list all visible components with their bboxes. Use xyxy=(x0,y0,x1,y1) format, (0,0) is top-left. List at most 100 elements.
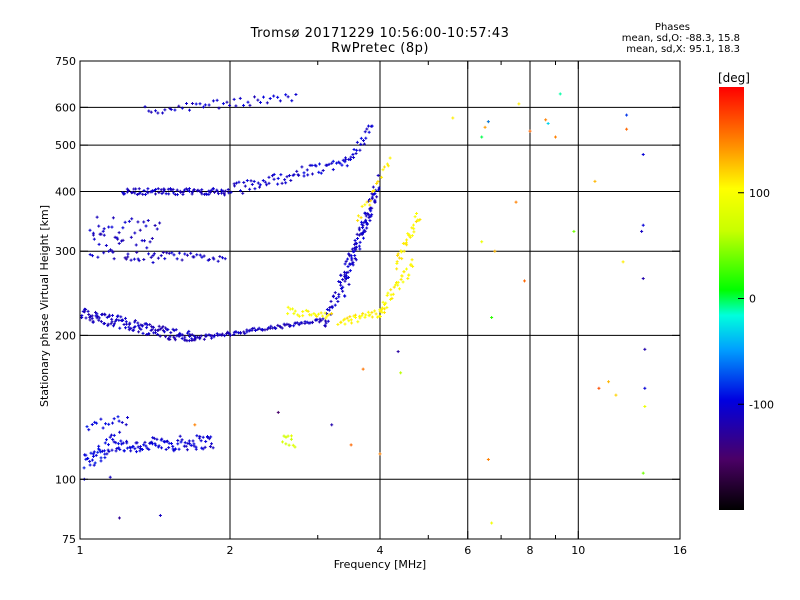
data-point xyxy=(126,255,130,259)
data-point xyxy=(353,313,357,317)
data-point xyxy=(326,319,330,323)
data-point xyxy=(209,188,213,192)
data-point xyxy=(155,437,159,441)
data-point xyxy=(195,434,199,438)
data-point xyxy=(407,273,411,277)
data-point xyxy=(205,435,209,439)
data-point xyxy=(366,212,370,216)
data-point xyxy=(392,285,396,289)
data-point xyxy=(282,434,286,438)
data-point xyxy=(544,118,548,122)
data-point xyxy=(143,193,147,197)
data-point xyxy=(119,439,123,443)
data-point xyxy=(324,316,328,320)
data-point xyxy=(161,190,165,194)
data-point xyxy=(141,331,145,335)
data-point xyxy=(382,165,386,169)
data-point xyxy=(367,199,371,203)
data-point xyxy=(352,156,356,160)
data-point xyxy=(361,224,365,228)
data-point xyxy=(306,173,310,177)
data-point xyxy=(343,279,347,283)
data-point xyxy=(136,445,140,449)
data-point xyxy=(400,257,404,261)
data-point xyxy=(319,171,323,175)
data-point xyxy=(134,450,138,454)
data-point xyxy=(220,332,224,336)
data-point xyxy=(336,322,340,326)
data-point xyxy=(173,193,177,197)
data-point xyxy=(199,439,203,443)
data-point xyxy=(324,321,328,325)
data-point xyxy=(415,211,419,215)
data-point xyxy=(160,326,164,330)
data-point xyxy=(310,320,314,324)
data-point xyxy=(177,104,181,108)
data-point xyxy=(414,220,418,224)
data-point xyxy=(183,252,187,256)
data-point xyxy=(169,442,173,446)
data-point xyxy=(124,257,128,261)
data-point xyxy=(360,222,364,226)
data-point xyxy=(187,339,191,343)
data-point xyxy=(167,192,171,196)
data-point xyxy=(103,456,107,460)
data-point xyxy=(184,338,188,342)
colorbar-ticks: 100 0 -100 xyxy=(738,187,774,411)
data-point xyxy=(216,333,220,337)
data-point xyxy=(99,459,103,463)
data-point xyxy=(386,291,390,295)
data-point xyxy=(371,185,375,189)
data-point xyxy=(111,216,115,220)
data-point xyxy=(354,151,358,155)
data-point xyxy=(342,270,346,274)
data-point xyxy=(270,174,274,178)
data-point xyxy=(321,317,325,321)
data-point xyxy=(258,183,262,187)
data-point xyxy=(164,192,168,196)
data-point xyxy=(350,261,354,265)
data-point xyxy=(370,315,374,319)
data-point xyxy=(288,307,292,311)
data-point xyxy=(315,314,319,318)
data-point xyxy=(324,319,328,323)
data-point xyxy=(111,313,115,317)
data-point xyxy=(148,240,152,244)
data-point xyxy=(289,178,293,182)
data-point xyxy=(95,215,99,219)
data-point xyxy=(391,292,395,296)
data-point xyxy=(173,336,177,340)
data-point xyxy=(291,307,295,311)
data-point xyxy=(215,332,219,336)
data-point xyxy=(193,423,197,427)
data-point xyxy=(125,190,129,194)
data-point xyxy=(390,296,394,300)
data-point xyxy=(328,305,332,309)
data-point xyxy=(306,309,310,313)
data-point xyxy=(171,327,175,331)
data-point xyxy=(102,251,106,255)
data-point xyxy=(252,326,256,330)
data-point xyxy=(152,252,156,256)
data-point xyxy=(120,420,124,424)
data-point xyxy=(343,262,347,266)
data-point xyxy=(480,135,484,139)
data-point xyxy=(140,324,144,328)
data-point xyxy=(91,454,95,458)
data-point xyxy=(167,441,171,445)
data-point xyxy=(281,440,285,444)
data-point xyxy=(213,333,217,337)
data-point xyxy=(147,332,151,336)
data-point xyxy=(283,323,287,327)
data-point xyxy=(107,313,111,317)
data-point xyxy=(302,171,306,175)
data-point xyxy=(127,325,131,329)
data-point xyxy=(109,433,113,437)
data-point xyxy=(245,179,249,183)
data-point xyxy=(150,190,154,194)
data-point xyxy=(287,174,291,178)
data-point xyxy=(121,441,125,445)
data-point xyxy=(407,233,411,237)
data-point xyxy=(325,314,329,318)
data-point xyxy=(242,180,246,184)
